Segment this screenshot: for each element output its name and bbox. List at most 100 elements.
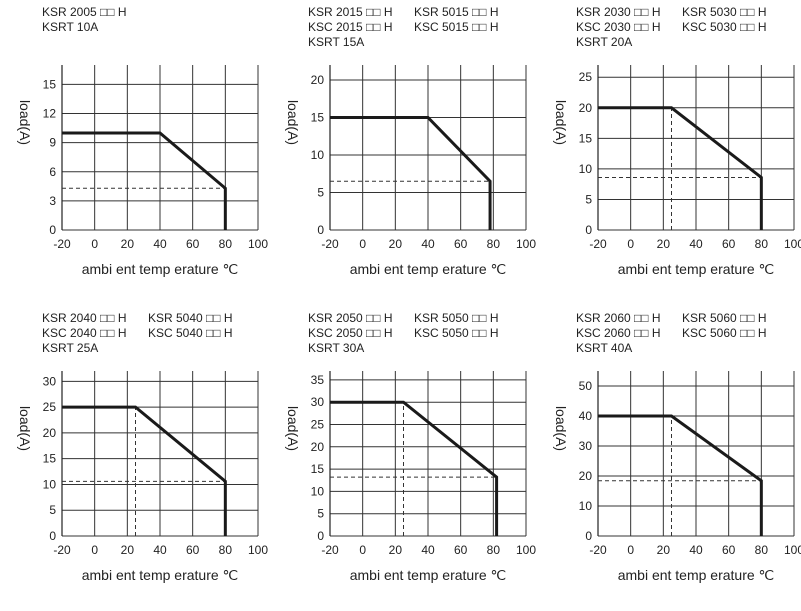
x-tick-label: 60 — [454, 543, 468, 557]
y-tick-label: 25 — [43, 400, 57, 414]
y-tick-label: 30 — [311, 395, 325, 409]
x-tick-label: 0 — [359, 237, 366, 251]
model-name: KSR 5030 □□ H — [682, 5, 767, 19]
x-tick-label: 100 — [248, 237, 268, 251]
model-name: KSC 2015 □□ H — [308, 20, 393, 34]
y-tick-label: 50 — [579, 379, 593, 393]
x-tick-label: 0 — [91, 543, 98, 557]
model-name: KSC 5015 □□ H — [414, 20, 499, 34]
x-tick-label: 0 — [91, 237, 98, 251]
y-tick-label: 10 — [311, 484, 325, 498]
y-tick-label: 25 — [311, 418, 325, 432]
model-name: KSRT 25A — [42, 341, 99, 355]
model-line: KSC 2040 □□ H KSC 5040 □□ H — [42, 326, 254, 341]
x-tick-label: 40 — [689, 543, 703, 557]
x-tick-label: 100 — [516, 543, 536, 557]
y-tick-label: 0 — [317, 223, 324, 237]
x-tick-label: 80 — [487, 237, 501, 251]
model-list: KSR 2030 □□ H KSR 5030 □□ H KSC 2030 □□ H K… — [576, 5, 788, 50]
y-tick-label: 30 — [579, 439, 593, 453]
x-tick-label: -20 — [53, 237, 71, 251]
model-name: KSRT 40A — [576, 341, 633, 355]
y-tick-label: 6 — [49, 165, 56, 179]
x-tick-label: 40 — [421, 543, 435, 557]
model-line: KSR 2040 □□ H KSR 5040 □□ H — [42, 311, 254, 326]
x-axis-label: ambi ent temp erature ℃ — [350, 567, 507, 583]
x-axis-label: ambi ent temp erature ℃ — [350, 261, 507, 277]
y-tick-label: 15 — [43, 77, 57, 91]
derating-curve — [330, 116, 492, 230]
x-tick-label: 80 — [219, 237, 233, 251]
model-line: KSRT 15A — [308, 35, 520, 50]
model-line: KSC 2060 □□ H KSC 5060 □□ H — [576, 326, 788, 341]
x-tick-label: -20 — [589, 237, 607, 251]
y-tick-label: 20 — [43, 426, 57, 440]
y-tick-label: 30 — [43, 374, 57, 388]
model-name: KSR 2015 □□ H — [308, 5, 393, 19]
model-name: KSC 5060 □□ H — [682, 326, 767, 340]
model-name: KSC 5050 □□ H — [414, 326, 499, 340]
model-name: KSC 5040 □□ H — [148, 326, 233, 340]
x-tick-label: 40 — [689, 237, 703, 251]
y-tick-label: 15 — [311, 111, 325, 125]
model-line: KSR 2030 □□ H KSR 5030 □□ H — [576, 5, 788, 20]
y-axis-label: load(A) — [285, 100, 301, 145]
y-tick-label: 0 — [49, 223, 56, 237]
y-tick-label: 5 — [317, 507, 324, 521]
y-tick-label: 10 — [579, 499, 593, 513]
y-axis-label: load(A) — [553, 100, 569, 145]
model-line: KSRT 30A — [308, 341, 520, 356]
x-tick-label: 80 — [755, 543, 769, 557]
x-tick-label: 80 — [219, 543, 233, 557]
model-name: KSR 2005 □□ H — [42, 5, 127, 19]
derating-chart-panel: KSR 2005 □□ H KSRT 10A -20 0 20 40 60 80 100 0 3 6 9… — [0, 0, 268, 305]
x-tick-label: 20 — [657, 237, 671, 251]
model-name: KSR 2050 □□ H — [308, 311, 393, 325]
y-tick-label: 9 — [49, 136, 56, 150]
model-name: KSR 5060 □□ H — [682, 311, 767, 325]
model-line: KSR 2060 □□ H KSR 5060 □□ H — [576, 311, 788, 326]
x-tick-label: 100 — [516, 237, 536, 251]
x-tick-label: 0 — [627, 543, 634, 557]
y-tick-label: 10 — [43, 477, 57, 491]
derating-curve — [330, 400, 499, 536]
x-tick-label: 60 — [186, 237, 200, 251]
x-tick-label: 20 — [389, 543, 403, 557]
x-tick-label: 80 — [487, 543, 501, 557]
x-tick-label: 60 — [722, 543, 736, 557]
y-axis-label: load(A) — [17, 406, 33, 451]
y-tick-label: 15 — [43, 452, 57, 466]
x-tick-label: 40 — [153, 237, 167, 251]
y-axis-label: load(A) — [285, 406, 301, 451]
model-line: KSRT 10A — [42, 20, 148, 35]
model-name: KSC 2050 □□ H — [308, 326, 393, 340]
y-tick-label: 3 — [49, 194, 56, 208]
model-name: KSC 2030 □□ H — [576, 20, 661, 34]
x-tick-label: 40 — [153, 543, 167, 557]
x-tick-label: 20 — [657, 543, 671, 557]
y-tick-label: 0 — [49, 529, 56, 543]
x-tick-label: 0 — [359, 543, 366, 557]
x-tick-label: 100 — [784, 543, 801, 557]
y-tick-label: 20 — [311, 73, 325, 87]
x-tick-label: 20 — [121, 237, 135, 251]
x-tick-label: 80 — [755, 237, 769, 251]
x-axis-label: ambi ent temp erature ℃ — [618, 261, 775, 277]
model-line: KSR 2015 □□ H KSR 5015 □□ H — [308, 5, 520, 20]
model-name: KSR 5050 □□ H — [414, 311, 499, 325]
y-tick-label: 5 — [49, 503, 56, 517]
model-line: KSC 2050 □□ H KSC 5050 □□ H — [308, 326, 520, 341]
y-axis-label: load(A) — [553, 406, 569, 451]
model-name: KSR 5015 □□ H — [414, 5, 499, 19]
model-name: KSC 5030 □□ H — [682, 20, 767, 34]
x-tick-label: 60 — [454, 237, 468, 251]
